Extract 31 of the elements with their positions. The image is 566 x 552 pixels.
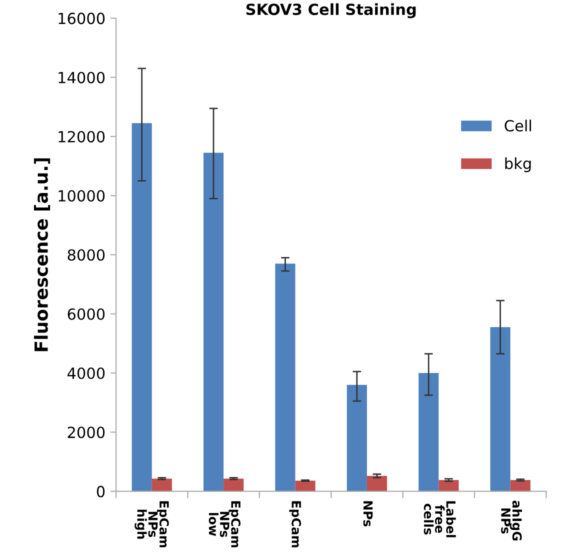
x-tick-label: Label free cells: [424, 501, 456, 538]
x-tick-label: EpCam NPs low: [208, 501, 241, 548]
x-tick-label: EpCam NPs high: [134, 501, 169, 548]
bar: [295, 480, 316, 492]
bar: [132, 123, 152, 492]
bar: [275, 264, 296, 492]
bar: [203, 152, 224, 492]
y-tick-label: 6000: [68, 308, 105, 320]
y-tick-label: 2000: [68, 426, 105, 438]
y-tick-label: 14000: [58, 72, 105, 84]
legend-label: bkg: [505, 157, 531, 172]
y-tick-label: 4000: [67, 367, 105, 380]
x-tick-label: NPs: [363, 501, 373, 526]
legend-label: Cell: [504, 120, 532, 132]
y-axis-title: Fluorescence [a.u.]: [34, 158, 50, 352]
chart-title: SKOV3 Cell Staining: [246, 3, 416, 18]
x-tick-label: ahIgG NPs: [501, 500, 522, 540]
bar: [152, 478, 172, 492]
y-tick-label: 0: [96, 486, 105, 498]
x-tick-label: EpCam: [289, 501, 302, 548]
bar: [418, 373, 439, 492]
bar: [510, 480, 530, 492]
y-tick-label: 8000: [68, 249, 105, 261]
bar: [224, 478, 244, 492]
bar: [490, 327, 510, 492]
bar: [366, 476, 388, 492]
y-tick-label: 10000: [58, 190, 105, 202]
y-tick-label: 12000: [58, 130, 105, 143]
bar: [438, 480, 459, 492]
bar: [346, 384, 367, 492]
y-tick-label: 16000: [58, 12, 105, 24]
